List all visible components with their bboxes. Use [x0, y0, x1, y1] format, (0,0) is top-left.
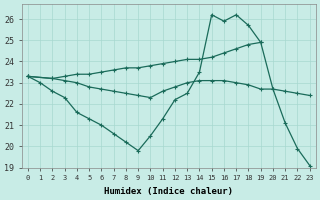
X-axis label: Humidex (Indice chaleur): Humidex (Indice chaleur)	[104, 187, 233, 196]
